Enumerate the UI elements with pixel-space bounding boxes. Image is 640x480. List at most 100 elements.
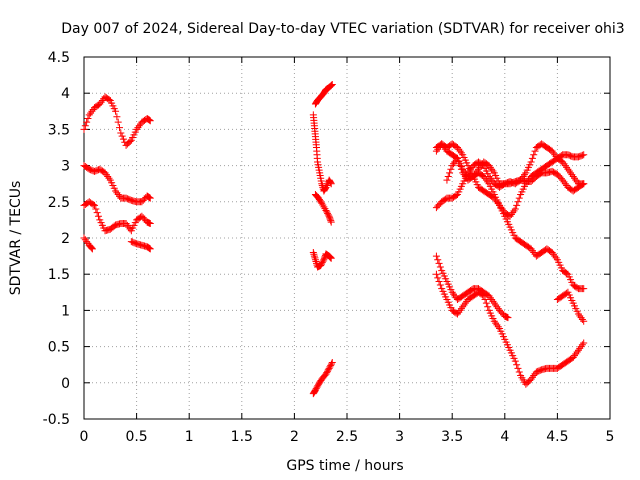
data-point-interp [510, 207, 518, 215]
data-point-interp [560, 178, 568, 186]
data-point [327, 180, 335, 188]
data-point [91, 201, 99, 209]
x-tick-label: 1 [185, 429, 194, 445]
data-point [448, 288, 456, 296]
y-tick-label: 4.5 [48, 50, 70, 66]
data-point-interp [514, 198, 522, 206]
data-point [469, 172, 477, 180]
data-point-interp [576, 312, 584, 320]
data-point [569, 353, 577, 361]
y-axis-label: SDTVAR / TECUs [8, 181, 24, 296]
data-point [432, 252, 440, 260]
tick-labels: 0 0.5 1 1.5 2 2.5 3 3.5 4 4.5 5 -0.5 0 0.5 1 1.5 2 2.5 3 3.… [43, 50, 615, 445]
data-point-interp [88, 244, 96, 252]
data-point-interp [572, 350, 580, 358]
data-point-interp [83, 238, 91, 246]
data-point [496, 201, 504, 209]
data-point [574, 310, 582, 318]
series-s3 [80, 198, 154, 235]
data-point-interp [514, 364, 522, 372]
data-point [80, 125, 88, 133]
data-point-interp [497, 203, 505, 211]
data-point [504, 314, 512, 322]
data-point [453, 144, 461, 151]
data-point-interp [565, 167, 573, 175]
data-point-interp [488, 296, 496, 304]
data-point [325, 364, 333, 372]
data-point [80, 234, 88, 242]
data-point [85, 111, 93, 119]
data-point-interp [450, 290, 458, 298]
data-point-interp [321, 185, 329, 193]
data-point-interp [513, 361, 521, 369]
data-point [485, 292, 493, 300]
data-point-interp [444, 172, 452, 180]
data-point-interp [311, 254, 319, 262]
data-point-interp [327, 82, 335, 90]
data-point-interp [436, 281, 444, 289]
series-s5 [127, 238, 154, 253]
data-point [580, 339, 588, 347]
data-point-interp [83, 118, 91, 126]
data-point [322, 370, 330, 378]
x-axis-label: GPS time / hours [286, 458, 403, 474]
data-point [133, 125, 141, 133]
data-point [506, 212, 514, 220]
data-point-interp [97, 98, 105, 106]
data-point-interp [509, 209, 517, 217]
data-point-interp [118, 132, 126, 140]
data-point-interp [434, 256, 442, 264]
data-point-interp [89, 201, 97, 209]
data-point-interp [324, 211, 332, 219]
data-point [459, 165, 467, 173]
series-s15 [432, 270, 588, 388]
data-point-interp [494, 200, 502, 208]
data-point-interp [327, 81, 335, 89]
data-point [527, 375, 535, 383]
data-point-interp [126, 138, 134, 146]
y-tick-label: -0.5 [43, 412, 70, 428]
data-point-interp [114, 191, 122, 199]
data-point-interp [561, 180, 569, 188]
data-point [443, 176, 451, 184]
data-point-interp [577, 314, 585, 322]
data-point-interp [312, 385, 320, 393]
data-point-interp [530, 372, 538, 380]
data-point [146, 117, 154, 125]
data-point-interp [570, 174, 578, 182]
data-point-interp [467, 165, 475, 173]
data-point-interp [123, 221, 131, 229]
data-point-interp [145, 244, 153, 252]
data-point-interp [486, 294, 494, 302]
data-point-interp [567, 169, 575, 177]
data-point-interp [447, 165, 455, 173]
data-point [580, 317, 588, 325]
data-point-interp [326, 253, 334, 261]
data-point-interp [323, 182, 331, 190]
data-point-interp [515, 194, 523, 202]
data-point-interp [552, 254, 560, 262]
x-tick-label: 2.5 [336, 429, 358, 445]
data-point [580, 180, 588, 188]
data-point-interp [493, 303, 501, 311]
data-point-interp [81, 236, 89, 244]
data-point-interp [472, 169, 480, 177]
data-point [574, 346, 582, 354]
data-point-interp [549, 149, 557, 157]
data-point-interp [119, 135, 127, 143]
data-point-interp [450, 160, 458, 168]
data-point-interp [456, 147, 464, 155]
data-point [517, 176, 525, 184]
x-tick-label: 0.5 [125, 429, 147, 445]
data-point-interp [93, 209, 101, 217]
data-point-interp [549, 250, 557, 258]
series-s1 [80, 93, 154, 149]
data-point-interp [461, 169, 469, 177]
data-point [511, 205, 519, 213]
series-s6 [311, 81, 336, 108]
data-point-interp [327, 179, 335, 187]
data-point-interp [84, 115, 92, 123]
data-point [490, 299, 498, 307]
data-point [432, 270, 440, 278]
data-point [322, 183, 330, 191]
